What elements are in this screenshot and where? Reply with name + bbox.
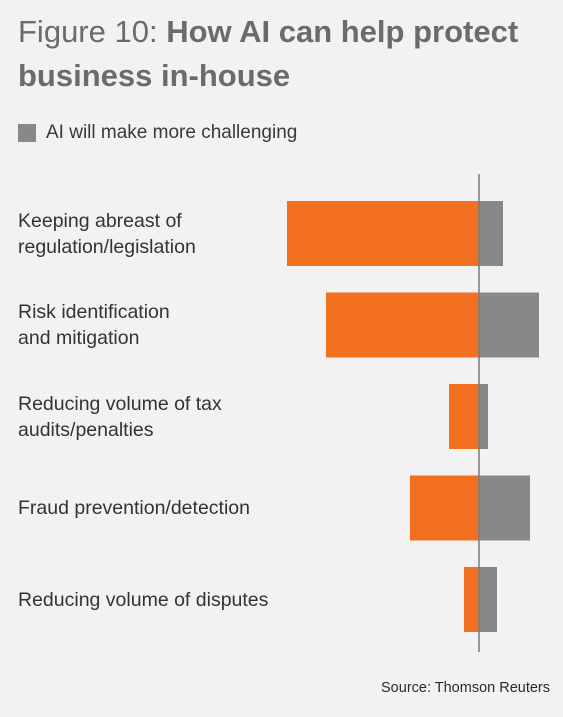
category-label-line: Fraud prevention/detection [18, 497, 250, 519]
category-label-2: Risk identification and mitigation [18, 299, 288, 351]
legend-label: AI will make more challenging [46, 122, 298, 143]
legend-swatch [18, 124, 36, 142]
category-label-3: Reducing volume of tax audits/penalties [18, 391, 288, 443]
bar-left-5 [464, 567, 479, 632]
category-label-5: Reducing volume of disputes [18, 587, 288, 613]
bar-left-4 [410, 475, 479, 541]
category-label-line: Reducing volume of tax [18, 392, 222, 415]
figure-number: Figure 10: [18, 14, 158, 49]
category-label-line: Keeping abreast of [18, 209, 182, 232]
category-label-1: Keeping abreast of regulation/legislation [18, 208, 288, 260]
category-label-line: regulation/legislation [18, 235, 196, 258]
bar-left-3 [449, 384, 479, 449]
chart-title: Figure 10: How AI can help protect busin… [18, 10, 548, 98]
bar-right-1 [479, 201, 503, 266]
bar-right-2 [479, 292, 539, 358]
category-label-4: Fraud prevention/detection [18, 495, 288, 521]
bar-right-4 [479, 475, 530, 541]
legend: AI will make more challenging [18, 122, 297, 144]
bar-left-1 [287, 201, 479, 266]
bar-right-5 [479, 567, 497, 632]
bar-left-2 [326, 292, 479, 358]
bar-right-3 [479, 384, 488, 449]
category-label-line: audits/penalties [18, 418, 154, 441]
source-note: Source: Thomson Reuters [381, 680, 550, 696]
category-label-line: Reducing volume of disputes [18, 588, 269, 611]
category-label-line: and mitigation [18, 327, 140, 349]
figure-title: How AI can help protect business in-hous… [18, 14, 519, 93]
category-label-line: Risk identification [18, 301, 170, 323]
